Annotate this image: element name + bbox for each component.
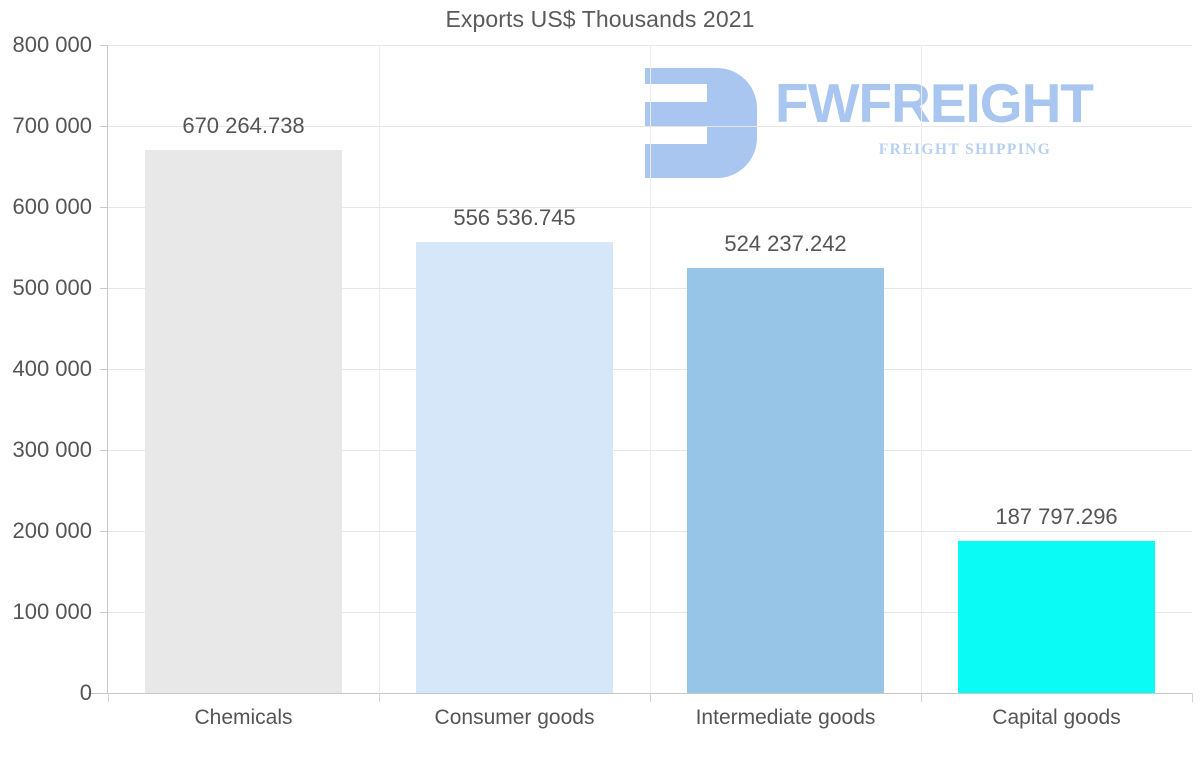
x-axis-tick [650,693,651,702]
y-axis-tick-label: 200 000 [12,518,92,543]
y-axis-tick-label: 0 [79,680,92,705]
bar-value-label: 524 237.242 [724,231,847,257]
y-axis-tick [100,693,108,694]
x-axis-line [88,693,1192,694]
y-axis-tick [100,612,108,613]
y-axis-tick [100,369,108,370]
y-axis-tick [100,288,108,289]
x-axis-tick [108,693,109,702]
y-axis-tick [100,207,108,208]
y-axis-tick [100,126,108,127]
x-axis-tick [379,693,380,702]
bar-intermediate-goods[interactable] [687,268,884,693]
y-axis-tick-label: 700 000 [12,113,92,138]
plot-area [108,45,1192,693]
bar-value-label: 187 797.296 [995,503,1118,529]
y-axis-tick [100,450,108,451]
y-axis-tick-label: 100 000 [12,599,92,624]
y-axis-tick-label: 300 000 [12,437,92,462]
chart-title: Exports US$ Thousands 2021 [445,6,755,32]
x-axis-category-label: Capital goods [992,706,1121,729]
bar-value-label: 556 536.745 [453,205,576,231]
bar-value-label: 670 264.738 [182,113,305,139]
x-axis-category-label: Consumer goods [434,706,595,729]
y-axis-tick [100,45,108,46]
bar-capital-goods[interactable] [958,540,1155,693]
y-axis-tick-label: 500 000 [12,275,92,300]
gridline-vertical [379,45,380,693]
gridline-vertical [650,45,651,693]
x-axis-category-label: Chemicals [194,706,293,729]
x-axis-tick [921,693,922,702]
y-axis-tick-label: 400 000 [12,356,92,381]
y-axis-tick [100,531,108,532]
y-axis-tick-label: 800 000 [12,32,92,57]
bar-chemicals[interactable] [145,150,342,693]
gridline-vertical [921,45,922,693]
bar-consumer-goods[interactable] [416,242,613,693]
x-axis-tick [1192,693,1193,702]
y-axis-tick-label: 600 000 [12,194,92,219]
x-axis-category-label: Intermediate goods [695,706,876,729]
